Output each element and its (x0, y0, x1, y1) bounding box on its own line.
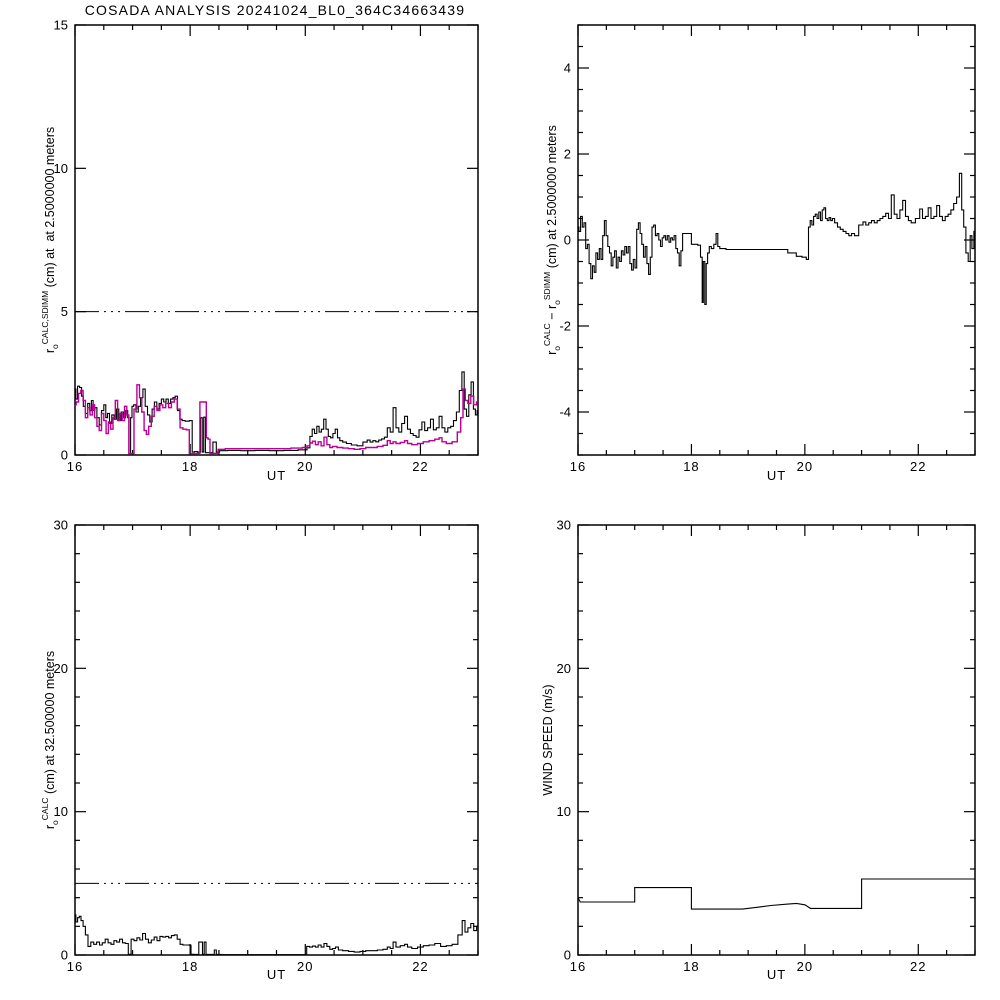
panel-frame (74, 24, 479, 456)
series-r0-calc-black (75, 371, 478, 455)
panel-r0-at-32p5m: 16 18 20 22 0 10 20 30 (54, 518, 479, 975)
axis-ticks (74, 24, 479, 456)
svg-text:22: 22 (910, 959, 926, 974)
series-r0-calc-32m (75, 914, 478, 956)
svg-text:20: 20 (557, 661, 571, 676)
tick-labels: 16 18 20 22 0 5 10 15 (54, 18, 428, 475)
svg-text:18: 18 (683, 959, 699, 974)
svg-text:16: 16 (67, 959, 83, 974)
svg-text:22: 22 (412, 459, 428, 474)
tick-labels: 16 18 20 22 -4 -2 0 2 4 (559, 61, 926, 475)
y-axis-label-r0-difference: roCALC − roSDIMM (cm) at 2.5000000 meter… (542, 125, 562, 355)
panel-frame (577, 524, 976, 956)
x-axis-label-bottom-right: UT (766, 967, 787, 982)
svg-text:22: 22 (910, 459, 926, 474)
axis-ticks (577, 24, 976, 456)
series-r0-difference (578, 172, 975, 306)
svg-text:18: 18 (683, 459, 699, 474)
y-axis-label-r0-32.5m: roCALC (cm) at 32.500000 meters (40, 650, 60, 830)
axis-ticks (577, 524, 976, 956)
tick-labels: 16 18 20 22 0 10 20 30 (54, 518, 428, 975)
svg-text:20: 20 (797, 459, 813, 474)
panel-wind-speed: 16 18 20 22 0 10 20 30 (557, 518, 976, 975)
svg-text:16: 16 (570, 459, 586, 474)
svg-text:10: 10 (54, 161, 68, 176)
svg-text:0: 0 (564, 948, 571, 963)
svg-text:0: 0 (61, 448, 68, 463)
panel-frame (74, 524, 479, 956)
svg-text:5: 5 (61, 304, 68, 319)
panel-r0-at-2p5m: 16 18 20 22 0 5 10 15 (54, 18, 479, 475)
series-wind-speed (577, 878, 975, 910)
svg-text:4: 4 (564, 61, 571, 76)
x-axis-label-top-left: UT (266, 468, 287, 483)
svg-text:18: 18 (182, 959, 198, 974)
svg-text:-2: -2 (559, 319, 571, 334)
svg-text:30: 30 (54, 518, 68, 533)
svg-text:2: 2 (564, 147, 571, 162)
svg-text:30: 30 (557, 518, 571, 533)
x-axis-label-top-right: UT (766, 468, 787, 483)
y-axis-label-r0-2.5m: roCALC,SDIMM (cm) at at 2.5000000 meters (40, 126, 60, 354)
svg-text:22: 22 (412, 959, 428, 974)
x-axis-label-bottom-left: UT (266, 967, 287, 982)
svg-text:-4: -4 (559, 405, 571, 420)
tick-labels: 16 18 20 22 0 10 20 30 (557, 518, 926, 975)
svg-text:20: 20 (297, 459, 313, 474)
axis-ticks (74, 524, 479, 956)
page-title: COSADA ANALYSIS 20241024_BL0_364C3466343… (84, 2, 466, 18)
svg-text:10: 10 (557, 804, 571, 819)
svg-text:18: 18 (182, 459, 198, 474)
svg-text:20: 20 (297, 959, 313, 974)
svg-text:20: 20 (797, 959, 813, 974)
svg-text:10: 10 (54, 804, 68, 819)
svg-text:15: 15 (54, 18, 68, 33)
svg-text:16: 16 (67, 459, 83, 474)
svg-text:16: 16 (570, 959, 586, 974)
panel-frame (577, 24, 976, 456)
svg-text:20: 20 (54, 661, 68, 676)
series-r0-sdimm-magenta (75, 384, 478, 455)
panel-r0-diff-2p5m: 16 18 20 22 -4 -2 0 2 4 (559, 24, 976, 475)
svg-text:0: 0 (61, 948, 68, 963)
svg-text:0: 0 (564, 233, 571, 248)
y-axis-label-wind-speed: WIND SPEED (m/s) (541, 684, 555, 796)
